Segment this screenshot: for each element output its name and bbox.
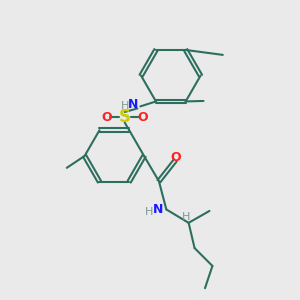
Text: H: H: [145, 207, 153, 218]
Text: O: O: [170, 151, 181, 164]
Text: O: O: [102, 111, 112, 124]
Text: H: H: [120, 101, 129, 111]
Text: S: S: [119, 108, 131, 126]
Text: N: N: [128, 98, 139, 111]
Text: O: O: [137, 111, 148, 124]
Text: H: H: [182, 212, 190, 222]
Text: N: N: [153, 203, 163, 216]
